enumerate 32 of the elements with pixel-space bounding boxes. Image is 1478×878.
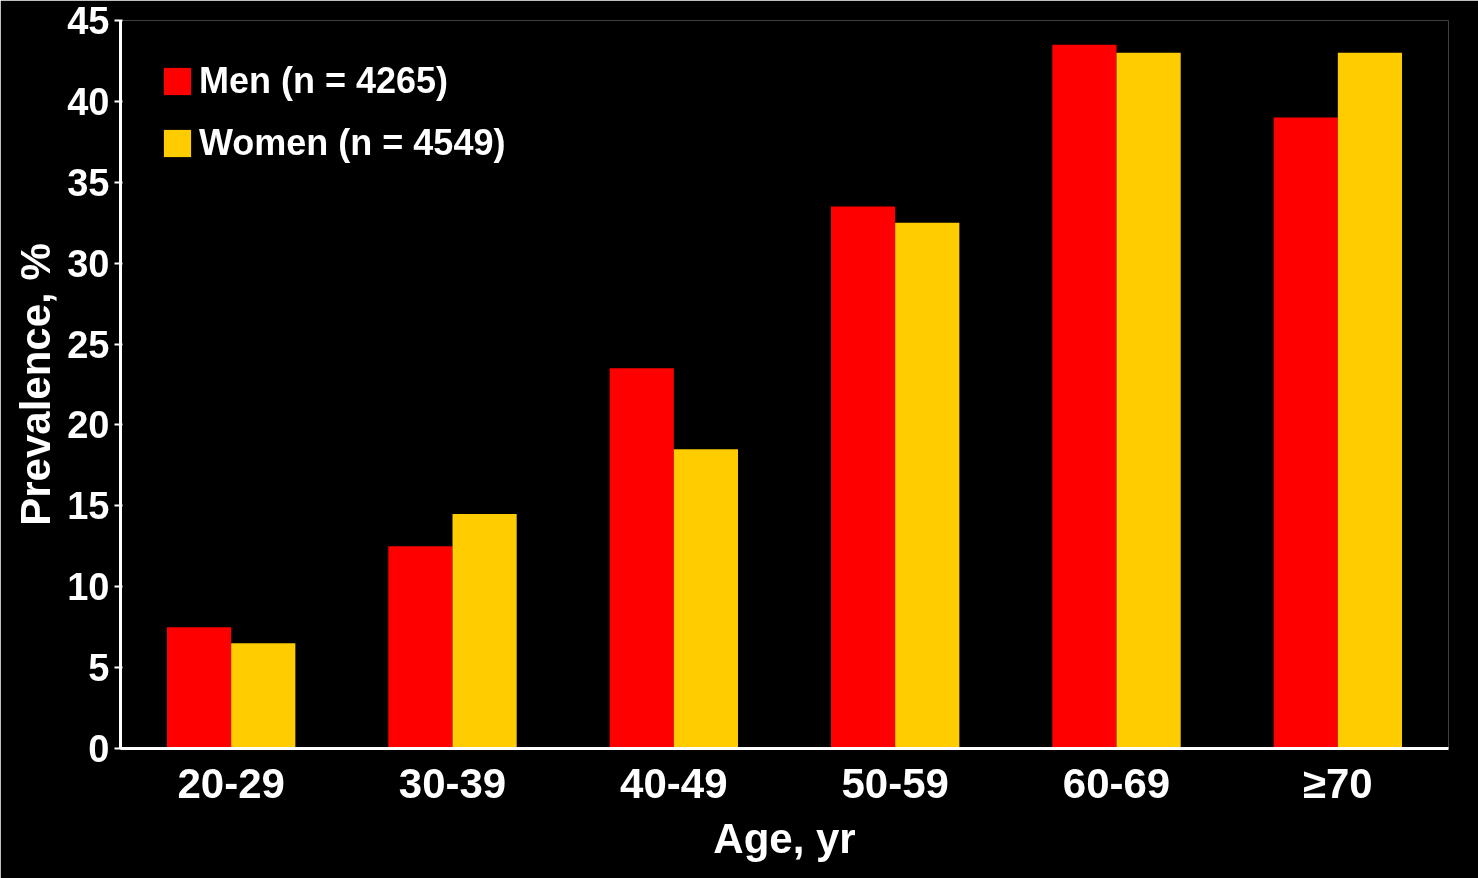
bar [166,627,232,749]
y-tick-label: 20 [67,404,110,447]
bar [673,449,739,749]
bar [1337,52,1403,749]
y-tick-label: 5 [88,647,110,690]
y-tick-label: 40 [67,80,110,123]
x-tick-label: 20-29 [177,759,285,807]
x-tick-label: 30-39 [398,759,507,807]
legend-label: Women (n = 4549) [199,122,506,164]
y-tick-label: 10 [67,566,110,609]
bar [609,368,674,749]
bar [388,546,453,749]
legend-label: Men (n = 4265) [199,60,449,102]
x-tick-label: 50-59 [841,759,949,807]
y-tick-label: 0 [88,728,110,770]
y-axis-title: Prevalence, % [12,243,60,526]
y-tick-label: 15 [67,485,110,528]
bar [452,513,517,749]
x-tick-label: 60-69 [1062,759,1171,807]
y-tick-label: 30 [67,242,110,285]
bar [231,643,296,749]
y-tick-label: 25 [67,323,110,366]
x-tick-label: 40-49 [620,759,728,807]
bar [895,222,960,749]
x-axis-title: Age, yr [713,814,856,862]
y-tick-label: 35 [67,161,110,204]
bar [1052,44,1117,749]
bar [830,206,896,749]
y-tick-label: 45 [67,0,110,42]
bar [1273,117,1338,749]
bar [1116,52,1181,749]
x-tick-label: ≥70 [1302,759,1373,807]
